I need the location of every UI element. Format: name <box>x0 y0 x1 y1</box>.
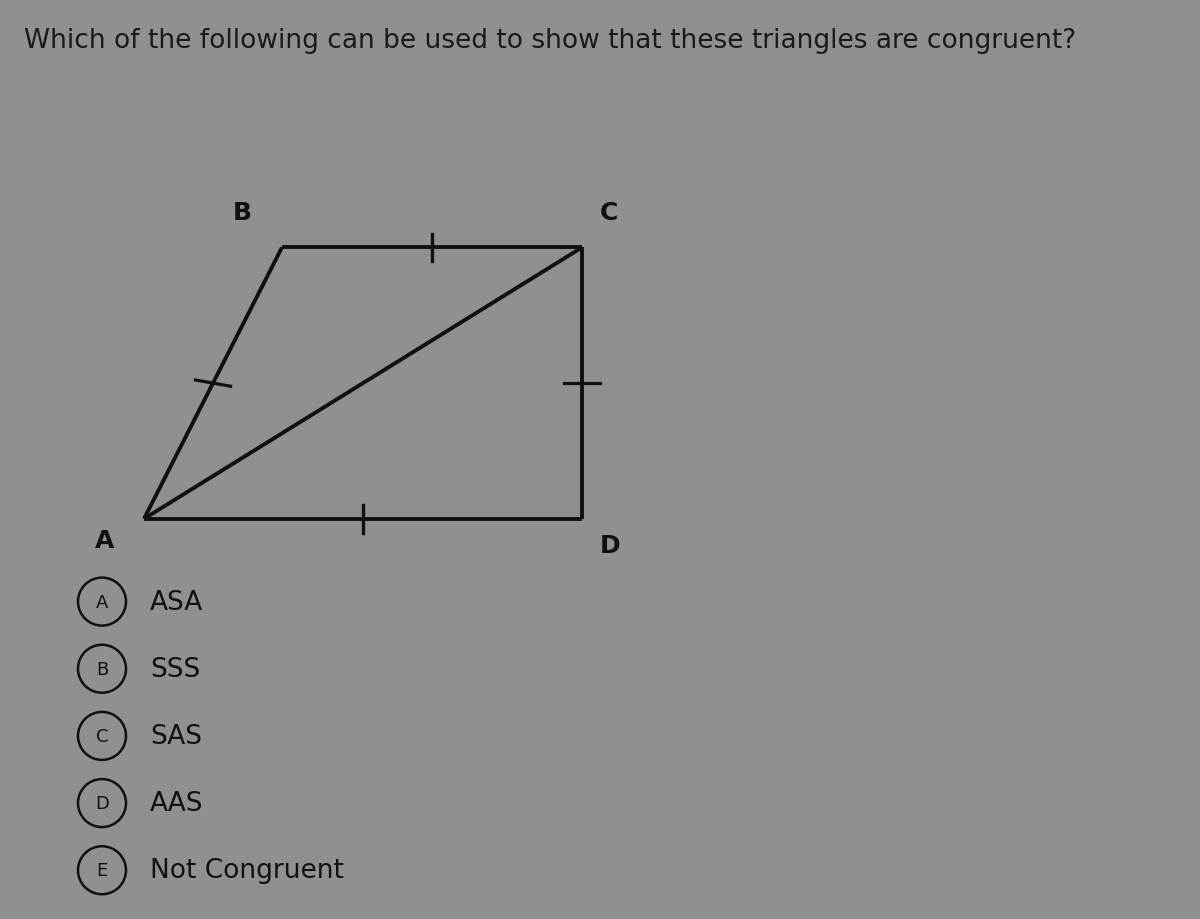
Text: A: A <box>95 528 114 552</box>
Text: A: A <box>96 593 108 611</box>
Text: E: E <box>96 861 108 879</box>
Text: C: C <box>600 201 618 225</box>
Text: B: B <box>96 660 108 678</box>
Text: D: D <box>600 533 620 557</box>
Text: B: B <box>233 201 252 225</box>
Text: SAS: SAS <box>150 723 202 749</box>
Text: SSS: SSS <box>150 656 200 682</box>
Text: C: C <box>96 727 108 745</box>
Text: Not Congruent: Not Congruent <box>150 857 344 883</box>
Text: D: D <box>95 794 109 812</box>
Text: AAS: AAS <box>150 790 204 816</box>
Text: Which of the following can be used to show that these triangles are congruent?: Which of the following can be used to sh… <box>24 28 1076 54</box>
Text: ASA: ASA <box>150 589 203 615</box>
